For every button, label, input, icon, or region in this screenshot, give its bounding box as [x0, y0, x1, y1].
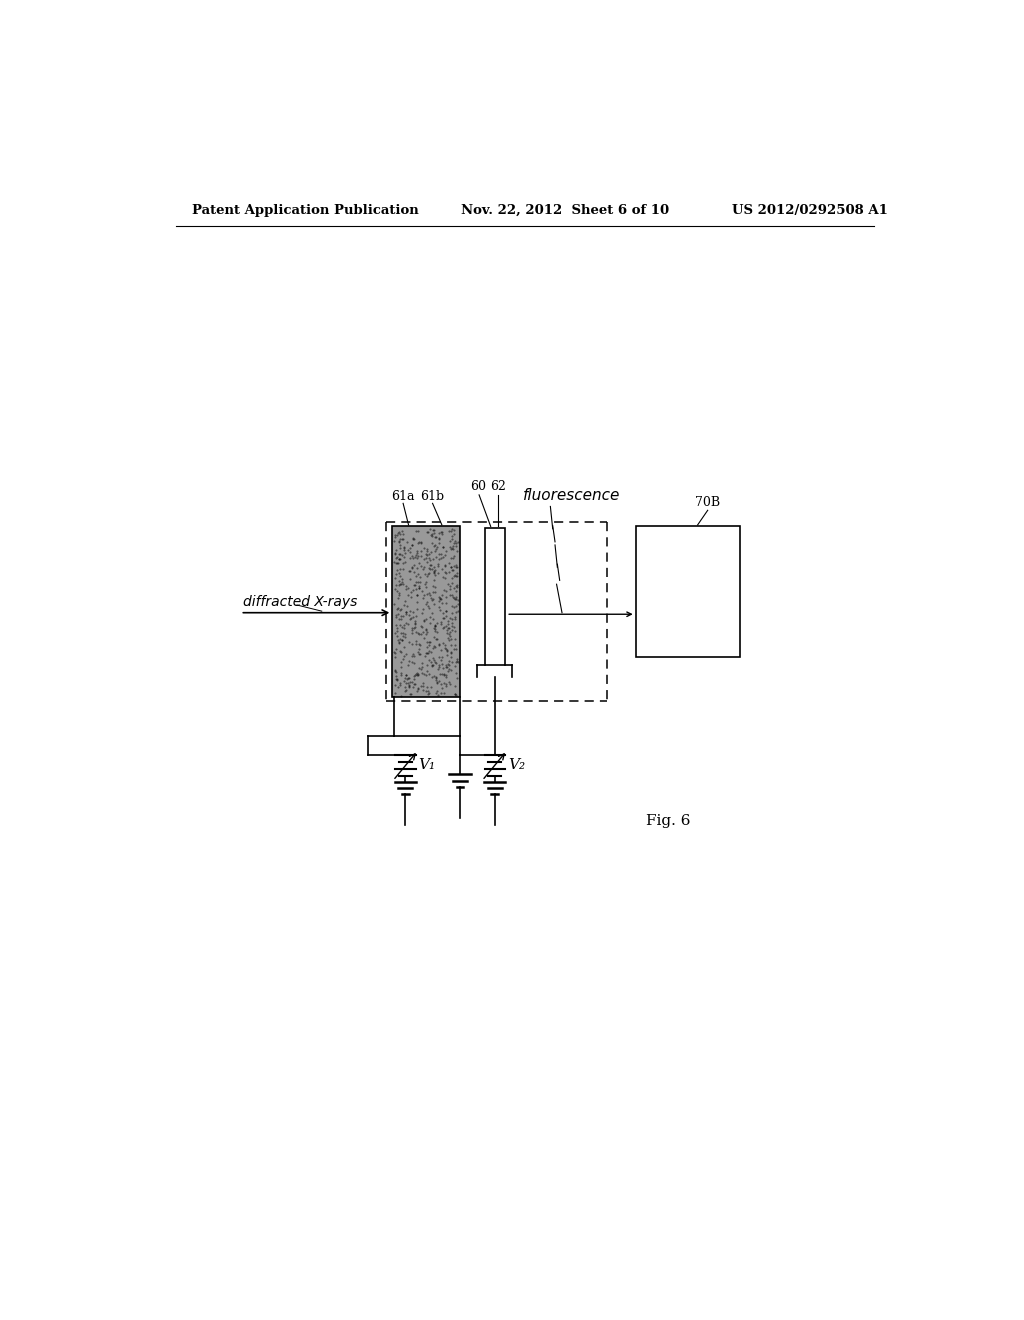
- Bar: [484, 528, 505, 665]
- Text: fluorescence: fluorescence: [523, 488, 621, 503]
- Text: V₂: V₂: [508, 758, 525, 772]
- Text: diffracted X-rays: diffracted X-rays: [243, 595, 357, 609]
- Text: US 2012/0292508 A1: US 2012/0292508 A1: [732, 205, 889, 218]
- Text: 61b: 61b: [421, 490, 444, 503]
- Text: V₁: V₁: [419, 758, 436, 772]
- Text: 62: 62: [490, 480, 507, 494]
- Text: Nov. 22, 2012  Sheet 6 of 10: Nov. 22, 2012 Sheet 6 of 10: [461, 205, 670, 218]
- Text: 60: 60: [470, 480, 486, 494]
- Bar: [392, 527, 460, 697]
- Text: 70B: 70B: [695, 496, 720, 508]
- Text: Patent Application Publication: Patent Application Publication: [191, 205, 418, 218]
- Text: 61a: 61a: [391, 490, 415, 503]
- Text: Fig. 6: Fig. 6: [646, 813, 690, 828]
- Bar: [636, 527, 740, 657]
